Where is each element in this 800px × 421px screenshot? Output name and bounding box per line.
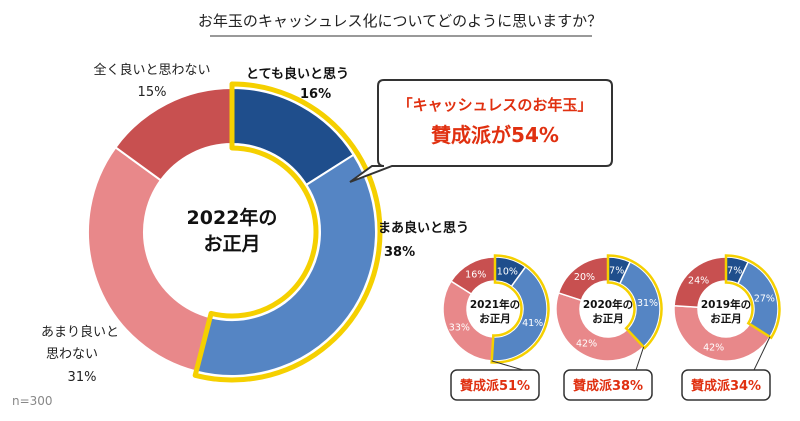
small-slice-value-label: 16% bbox=[465, 269, 486, 280]
label-somewhat-good-pct: 38% bbox=[384, 245, 415, 260]
small-slice-value-label: 31% bbox=[637, 298, 658, 309]
sample-size-label: n=300 bbox=[12, 394, 53, 408]
small-slice-value-label: 7% bbox=[609, 265, 624, 276]
main-center-label-line1: 2022年の bbox=[187, 206, 278, 229]
small-center-label-line2: お正月 bbox=[479, 313, 511, 325]
badge-connector bbox=[753, 336, 771, 371]
small-slice-somewhat-good bbox=[490, 265, 548, 362]
small-center-label-line1: 2019年の bbox=[701, 298, 751, 311]
small-slice-value-label: 24% bbox=[688, 275, 709, 286]
small-center-label-line2: お正月 bbox=[710, 313, 742, 325]
summary-badge bbox=[681, 369, 771, 401]
small-favorable-highlight bbox=[606, 254, 663, 350]
small-slice-value-label: 10% bbox=[497, 266, 518, 277]
small-slice-not-very-good bbox=[673, 304, 771, 362]
label-not-very-pct: 31% bbox=[68, 370, 97, 385]
small-center-label-line2: お正月 bbox=[592, 313, 624, 325]
summary-badge-text: 賛成派34% bbox=[691, 378, 761, 394]
small-slice-value-label: 33% bbox=[449, 323, 470, 334]
main-favorable-highlight bbox=[192, 81, 383, 383]
label-not-at-all: 全く良いと思わない bbox=[93, 62, 210, 78]
callout-line1: 「キャッシュレスのお年玉」 bbox=[398, 96, 593, 114]
chart-title: お年玉のキャッシュレス化についてどのように思いますか？ bbox=[198, 12, 602, 30]
callout-line2: 賛成派が54% bbox=[431, 123, 559, 147]
label-not-very-line2: 思わない bbox=[46, 347, 98, 362]
main-highlight-outline bbox=[192, 81, 383, 383]
small-favorable-highlight bbox=[724, 254, 781, 340]
badge-connector bbox=[491, 360, 524, 371]
summary-badge-text: 賛成派51% bbox=[460, 378, 530, 394]
small-slice-value-label: 20% bbox=[574, 272, 595, 283]
main-slice-not-very-good bbox=[87, 145, 212, 373]
main-center-label-line2: お正月 bbox=[203, 233, 260, 255]
label-not-very-line1: あまり良いと bbox=[41, 324, 119, 340]
small-slice-value-label: 41% bbox=[522, 318, 543, 329]
small-favorable-highlight bbox=[490, 254, 550, 364]
callout-bubble bbox=[349, 79, 613, 183]
small-slice-value-label: 27% bbox=[754, 293, 775, 304]
label-somewhat-good: まあ良いと思う bbox=[378, 220, 469, 236]
small-center-label-line1: 2021年の bbox=[470, 298, 520, 311]
badge-connector bbox=[635, 346, 645, 371]
small-slice-not-very-good bbox=[555, 291, 645, 362]
label-very-good-pct: 16% bbox=[300, 87, 331, 102]
main-slice-somewhat-good bbox=[194, 153, 377, 377]
summary-badge-text: 賛成派38% bbox=[573, 378, 643, 394]
summary-badge bbox=[563, 369, 653, 401]
small-slice-value-label: 7% bbox=[727, 265, 742, 276]
small-slice-value-label: 42% bbox=[576, 338, 597, 349]
summary-badge bbox=[450, 369, 540, 401]
label-not-at-all-pct: 15% bbox=[138, 85, 167, 100]
label-very-good: とても良いと思う bbox=[246, 66, 349, 82]
small-center-label-line1: 2020年の bbox=[583, 298, 633, 311]
small-slice-value-label: 42% bbox=[703, 343, 724, 354]
main-donut-chart bbox=[87, 86, 377, 377]
